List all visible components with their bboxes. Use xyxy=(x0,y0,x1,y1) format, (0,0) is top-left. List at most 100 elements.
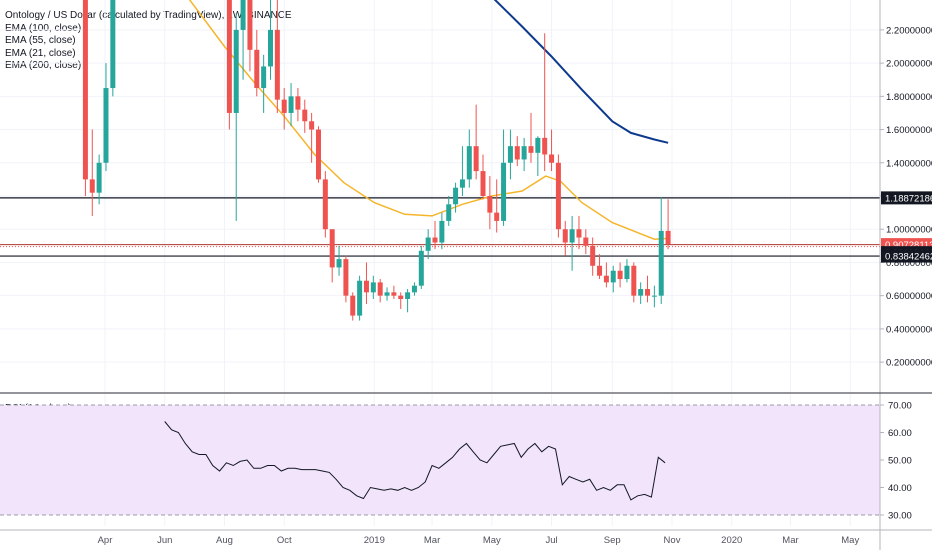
candle-body xyxy=(418,250,424,286)
price-tag-label: 0.90728113 xyxy=(885,240,932,251)
candle-body xyxy=(295,96,301,110)
candle-body xyxy=(542,137,548,155)
candle-body xyxy=(597,265,603,276)
time-axis-label: Oct xyxy=(277,535,292,546)
candle-body xyxy=(576,229,582,238)
candle-body xyxy=(254,49,260,89)
candle-body xyxy=(603,275,609,283)
candle-body xyxy=(391,292,397,296)
candle-body xyxy=(329,229,335,268)
candle-body xyxy=(583,237,589,246)
candle-body xyxy=(309,121,315,130)
time-axis-label: May xyxy=(483,535,501,546)
candle-body xyxy=(350,295,356,316)
chart-legend: Ontology / US Dollar (calculated by Trad… xyxy=(5,10,292,73)
candle-body xyxy=(343,259,349,296)
rsi-axis-label: 50.00 xyxy=(888,456,912,467)
price-axis-label: 0.80000000 xyxy=(886,258,932,269)
candle-body xyxy=(501,162,507,221)
candle-body xyxy=(233,29,239,113)
price-axis-label: 1.80000000 xyxy=(886,92,932,103)
candle-body xyxy=(494,212,500,221)
candle-body xyxy=(569,229,575,243)
rsi-band-fill xyxy=(0,405,880,515)
candle-body xyxy=(384,292,390,296)
candle-body xyxy=(405,292,411,299)
time-axis-label: Nov xyxy=(664,535,681,546)
candle-body xyxy=(363,280,369,293)
candle-body xyxy=(411,285,417,293)
candle-body xyxy=(617,270,623,280)
candle-body xyxy=(514,146,520,160)
candle-body xyxy=(439,220,445,243)
candle-body xyxy=(240,0,246,30)
candle-body xyxy=(357,280,363,316)
rsi-band-area xyxy=(0,404,880,516)
candle-body xyxy=(459,179,465,188)
candle-body xyxy=(247,0,253,50)
candle-body xyxy=(425,237,431,251)
candle-body xyxy=(473,146,479,172)
candle-body xyxy=(322,179,328,230)
indicator-ema-21-label[interactable]: EMA (21, close) xyxy=(5,47,76,59)
horizontal-lines[interactable] xyxy=(0,197,880,257)
candle-body xyxy=(562,229,568,243)
candle-body xyxy=(82,0,88,180)
time-axis-label: Jul xyxy=(545,535,557,546)
candle-body xyxy=(528,146,534,153)
candle-body xyxy=(487,196,493,213)
candle-body xyxy=(610,270,616,283)
candle-body xyxy=(555,162,561,230)
candle-body xyxy=(446,204,452,221)
candles-group xyxy=(82,0,671,321)
candle-body xyxy=(665,230,671,245)
rsi-axis-label: 70.00 xyxy=(888,401,912,412)
candle-body xyxy=(377,282,383,296)
price-axis-label: 0.60000000 xyxy=(886,291,932,302)
candle-body xyxy=(535,137,541,153)
indicator-ema-100-label[interactable]: EMA (100, close) xyxy=(5,22,82,34)
candle-body xyxy=(370,282,376,293)
rsi-axis-label: 30.00 xyxy=(888,511,912,522)
candle-body xyxy=(521,146,527,160)
time-axis-label: Sep xyxy=(604,535,621,546)
candle-body xyxy=(549,154,555,163)
candle-body xyxy=(658,230,664,296)
price-tag-box xyxy=(881,249,932,263)
price-axis-label: 1.00000000 xyxy=(886,225,932,236)
candle-body xyxy=(590,245,596,266)
price-axis-label: 0.40000000 xyxy=(886,324,932,335)
time-axis-label: Apr xyxy=(98,535,113,546)
ema-line xyxy=(493,0,669,144)
candle-body xyxy=(302,109,308,122)
time-axis-label: 2020 xyxy=(721,535,742,546)
candle-body xyxy=(453,187,459,205)
time-axis-label: Mar xyxy=(782,535,798,546)
candle-body xyxy=(336,259,342,268)
indicator-ema-55-label[interactable]: EMA (55, close) xyxy=(5,35,76,46)
rsi-axis-label: 40.00 xyxy=(888,483,912,494)
candle-body xyxy=(89,179,95,193)
candle-body xyxy=(507,146,513,163)
rsi-axis[interactable]: 70.00 60.00 50.00 40.00 30.00 xyxy=(880,401,912,522)
candle-body xyxy=(638,289,644,296)
candle-body xyxy=(466,146,472,180)
time-axis-label: Jun xyxy=(157,535,172,546)
price-axis-label: 2.00000000 xyxy=(886,59,932,70)
time-axis-label: 2019 xyxy=(364,535,385,546)
candle-body xyxy=(398,295,404,299)
candle-body xyxy=(226,0,232,113)
rsi-line-group xyxy=(164,421,666,501)
time-axis[interactable]: Apr Jun Aug Oct 2019 Mar May Jul Sep Nov 2020 Mar Ma… xyxy=(98,535,860,546)
time-axis-label: Aug xyxy=(216,535,233,546)
ema-line xyxy=(188,0,669,240)
candle-body xyxy=(645,289,651,296)
chart-title: Ontology / US Dollar (calculated by Trad… xyxy=(5,10,292,21)
candle-body xyxy=(103,88,109,163)
indicator-ema-200-label[interactable]: EMA (200, close) xyxy=(5,60,82,71)
price-axis-label: 1.40000000 xyxy=(886,158,932,169)
candle-body xyxy=(261,66,267,89)
